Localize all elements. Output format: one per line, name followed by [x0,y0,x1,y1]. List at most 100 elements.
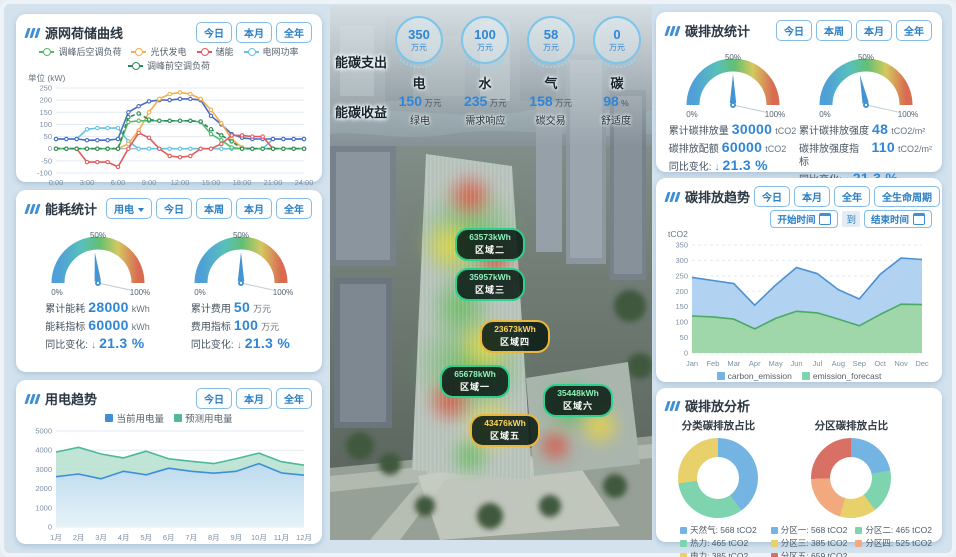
svg-text:Oct: Oct [874,359,887,368]
range-button[interactable]: 全年 [834,186,871,207]
legend-item[interactable]: 储能 [196,45,234,58]
zone-marker[interactable]: 23673kWh 区域四 [480,320,550,353]
end-date-picker[interactable]: 结束时间 [863,210,932,228]
svg-text:7月: 7月 [185,533,197,542]
gauge-stat-row: 累计碳排放强度 48 tCO2/m² [799,121,926,137]
zone-marker[interactable]: 35448kWh 区域六 [543,384,613,417]
svg-text:250: 250 [675,271,688,280]
range-button[interactable]: 本周 [196,198,232,219]
range-button[interactable]: 全年 [276,22,312,43]
svg-text:0:00: 0:00 [49,178,64,187]
income-stat: 235 万元 需求响应 [463,93,507,128]
legend-item[interactable]: 调峰前空调负荷 [127,59,210,72]
legend-item[interactable]: 预测用电量 [174,411,233,425]
panel-title-icon [24,203,41,214]
range-button[interactable]: 本月 [236,22,272,43]
legend-item[interactable]: carbon_emission [716,371,792,381]
zone-marker[interactable]: 63573kWh 区域二 [455,228,525,261]
donut-legend-item: 天然气: 568 tCO2 [680,524,757,536]
carbon-gauges: 0% 50% 100% 累计碳排放量 30000 tCO2 碳排放配额 60000 tCO2 同比… [666,47,932,187]
panel-carbon-trend: 碳排放趋势 今日 本月 全年 全生命周期 开始时间 到 结束时间 tCO2 350 30… [656,178,942,382]
range-button[interactable]: 今日 [156,198,192,219]
donut-chart [678,438,759,518]
donut-title: 分类碳排放占比 [681,420,756,432]
legend-item[interactable]: 光伏发电 [131,45,187,58]
svg-text:5000: 5000 [35,427,52,436]
date-range-row: 开始时间 到 结束时间 [666,210,932,228]
range-button[interactable]: 今日 [754,186,791,207]
gauge-energy-cost: 0% 50% 100% 累计费用 50 万元 费用指标 100 万元 同比变化: ↓ 21.3 % [169,225,312,353]
svg-text:Jul: Jul [813,359,823,368]
panel-title: 能耗统计 [45,202,98,217]
svg-text:100: 100 [675,318,688,327]
donut-zone-share: 分区碳排放占比 分区一: 568 tCO2 分区二: 465 tCO2 分区三: 38… [770,417,932,557]
svg-text:May: May [769,359,783,368]
expense-label: 能碳支出 [335,55,388,70]
donut-legend-item: 电力: 385 tCO2 [680,550,757,557]
svg-text:100%: 100% [897,110,917,119]
donut-legend-item: 分区五: 659 tCO2 [770,550,847,557]
svg-text:8月: 8月 [208,533,220,542]
zone-marker[interactable]: 65678kWh 区域一 [440,365,510,398]
building-heatmap-view: 能碳支出 350 万元电 100 万元水 58 万元气 0 万元碳 能碳收益 150 万元 绿电… [330,6,652,540]
gauge-carbon-intensity: 0% 50% 100% 累计碳排放强度 48 tCO2/m² 碳排放强度指标 110 tCO2/… [799,47,932,187]
donut-legend-item: 分区三: 385 tCO2 [770,537,847,549]
range-button[interactable]: 今日 [776,20,812,41]
svg-text:5月: 5月 [140,533,152,542]
range-buttons: 今日 本周 本月 全年 [772,20,932,41]
svg-text:11月: 11月 [274,533,289,542]
svg-text:0%: 0% [194,288,206,297]
income-label: 能碳收益 [335,105,388,120]
svg-text:Feb: Feb [706,359,719,368]
panel-title-icon [24,27,41,38]
panel-title-icon [664,25,681,36]
donut-legend-item: 分区一: 568 tCO2 [770,524,847,536]
chevron-down-icon [138,208,144,212]
range-button[interactable]: 全生命周期 [874,186,941,207]
gauge-stat-row: 碳排放配额 60000 tCO2 [668,139,787,156]
carbon-trend-legend: carbon_emission emission_forecast [666,371,932,381]
income-stats: 150 万元 绿电 235 万元 需求响应 158 万元 碳交易 98 % 舒适度 [390,93,646,128]
svg-text:4000: 4000 [35,446,52,455]
panel-energy-statistics: 能耗统计 用电 今日 本周 本月 全年 0% 50% 100% 累计能耗 28000 kWh 能耗… [16,190,322,372]
donut-legend-item: 分区四: 525 tCO2 [855,537,932,549]
expense-rings: 350 万元电 100 万元水 58 万元气 0 万元碳 [390,16,646,92]
svg-text:300: 300 [675,256,688,265]
usage-legend: 当前用电量 预测用电量 [26,411,312,425]
zone-marker[interactable]: 43476kWh 区域五 [470,414,540,447]
range-button[interactable]: 本月 [236,388,272,409]
legend-item[interactable]: 电网功率 [243,45,299,58]
svg-text:Jun: Jun [790,359,802,368]
range-button[interactable]: 本月 [856,20,892,41]
calendar-icon [819,213,832,225]
range-button[interactable]: 本周 [816,20,852,41]
panel-title: 源网荷储曲线 [45,26,124,41]
range-button[interactable]: 本月 [794,186,831,207]
range-button[interactable]: 今日 [196,22,232,43]
gauge-stat-row: 同比变化:↓21.3 % [190,335,291,352]
zone-marker[interactable]: 35957kWh 区域三 [455,268,525,301]
panel-title-icon [664,400,681,411]
range-button[interactable]: 本月 [236,198,272,219]
gauge-energy-consumption: 0% 50% 100% 累计能耗 28000 kWh 能耗指标 60000 kWh 同比变化: ↓ 2… [26,225,169,353]
svg-text:50%: 50% [232,231,248,240]
energy-type-dropdown[interactable]: 用电 [106,198,152,219]
svg-text:9:00: 9:00 [142,178,157,187]
range-button[interactable]: 全年 [276,388,312,409]
legend-item[interactable]: emission_forecast [801,371,881,381]
legend-item[interactable]: 当前用电量 [105,411,164,425]
svg-text:Apr: Apr [749,359,761,368]
gauge-carbon-emission: 0% 50% 100% 累计碳排放量 30000 tCO2 碳排放配额 60000 tCO2 同比… [666,47,799,187]
svg-text:15:00: 15:00 [202,178,221,187]
expense-ring: 100 万元水 [456,16,514,92]
start-date-picker[interactable]: 开始时间 [770,210,839,228]
range-button[interactable]: 今日 [196,388,232,409]
carbon-analysis-donuts: 分类碳排放占比 天然气: 568 tCO2 热力: 465 tCO2 电力: 385 … [666,417,932,557]
legend-item[interactable]: 调峰后空调负荷 [39,45,121,58]
date-to-label: 到 [842,211,860,227]
range-button[interactable]: 全年 [276,198,312,219]
svg-text:1000: 1000 [35,503,52,512]
svg-text:2月: 2月 [73,533,85,542]
range-button[interactable]: 全年 [896,20,932,41]
gauge-stat-row: 累计费用 50 万元 [190,299,272,315]
